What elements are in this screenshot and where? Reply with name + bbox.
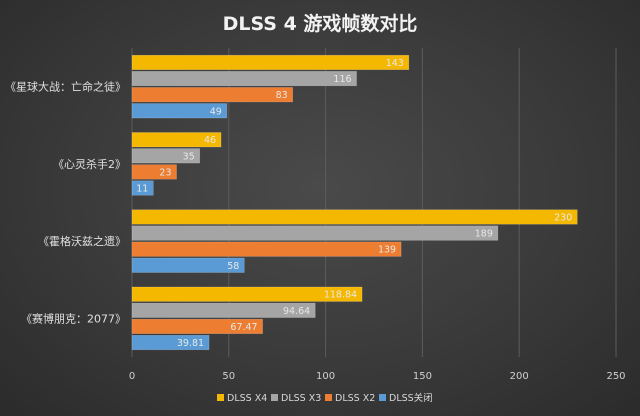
data-label: 35: [183, 151, 195, 162]
category-label: 《赛博朋克：2077》: [21, 311, 126, 325]
data-label: 49: [210, 106, 222, 117]
bar: [131, 225, 499, 241]
legend-swatch: [325, 394, 332, 401]
bar: [131, 54, 410, 71]
bar: [131, 180, 154, 196]
data-label: 118.84: [324, 290, 357, 301]
bar: [131, 148, 201, 164]
x-tick-label: 100: [316, 371, 335, 382]
bar: [131, 103, 228, 119]
bar: [131, 132, 222, 148]
x-tick-label: 0: [129, 371, 135, 382]
data-label: 11: [136, 184, 148, 195]
bar: [131, 241, 402, 257]
legend-label: DLSS X2: [335, 393, 375, 404]
data-label: 58: [227, 261, 239, 272]
legend-swatch: [271, 394, 278, 401]
bar: [131, 209, 578, 225]
data-label: 143: [386, 58, 404, 69]
bar: [131, 318, 263, 334]
legend-label: DLSS X4: [227, 393, 267, 404]
category-label: 《霍格沃兹之遗》: [38, 234, 126, 248]
x-axis-ticks: 0 50 100 150 200 250: [129, 371, 626, 382]
x-tick-label: 200: [510, 371, 529, 382]
bar: [131, 71, 357, 87]
category-label: 《心灵杀手2》: [53, 157, 126, 171]
legend-swatch: [379, 394, 386, 401]
legend: DLSS X4 DLSS X3 DLSS X2 DLSS关闭: [217, 392, 433, 404]
data-label: 230: [554, 212, 572, 223]
bar: [131, 164, 177, 180]
bar: [131, 286, 363, 302]
bar: [131, 302, 316, 318]
data-label: 116: [333, 74, 351, 85]
data-label: 23: [159, 167, 171, 178]
x-tick-label: 150: [413, 371, 432, 382]
data-label: 67.47: [230, 322, 257, 333]
bar: [131, 87, 293, 103]
data-label: 139: [378, 245, 396, 256]
data-label: 94.64: [283, 306, 310, 317]
x-tick-label: 50: [222, 371, 235, 382]
bars: 143 116 83 49 46 35 23 11 230 189 139 58 118.84 94.64…: [131, 54, 578, 351]
data-label: 46: [204, 135, 216, 146]
bar: [131, 257, 245, 273]
category-labels: 《星球大战：亡命之徒》《心灵杀手2》《霍格沃兹之遗》《赛博朋克：2077》: [5, 80, 126, 326]
category-label: 《星球大战：亡命之徒》: [5, 80, 126, 94]
bar: [131, 334, 210, 351]
data-label: 83: [276, 90, 288, 101]
legend-label: DLSS X3: [281, 393, 321, 404]
legend-label: DLSS关闭: [389, 392, 433, 404]
legend-swatch: [217, 394, 224, 401]
data-label: 189: [475, 229, 493, 240]
data-label: 39.81: [177, 338, 204, 349]
x-tick-label: 250: [606, 371, 625, 382]
chart-title: DLSS 4 游戏帧数对比: [223, 12, 418, 35]
